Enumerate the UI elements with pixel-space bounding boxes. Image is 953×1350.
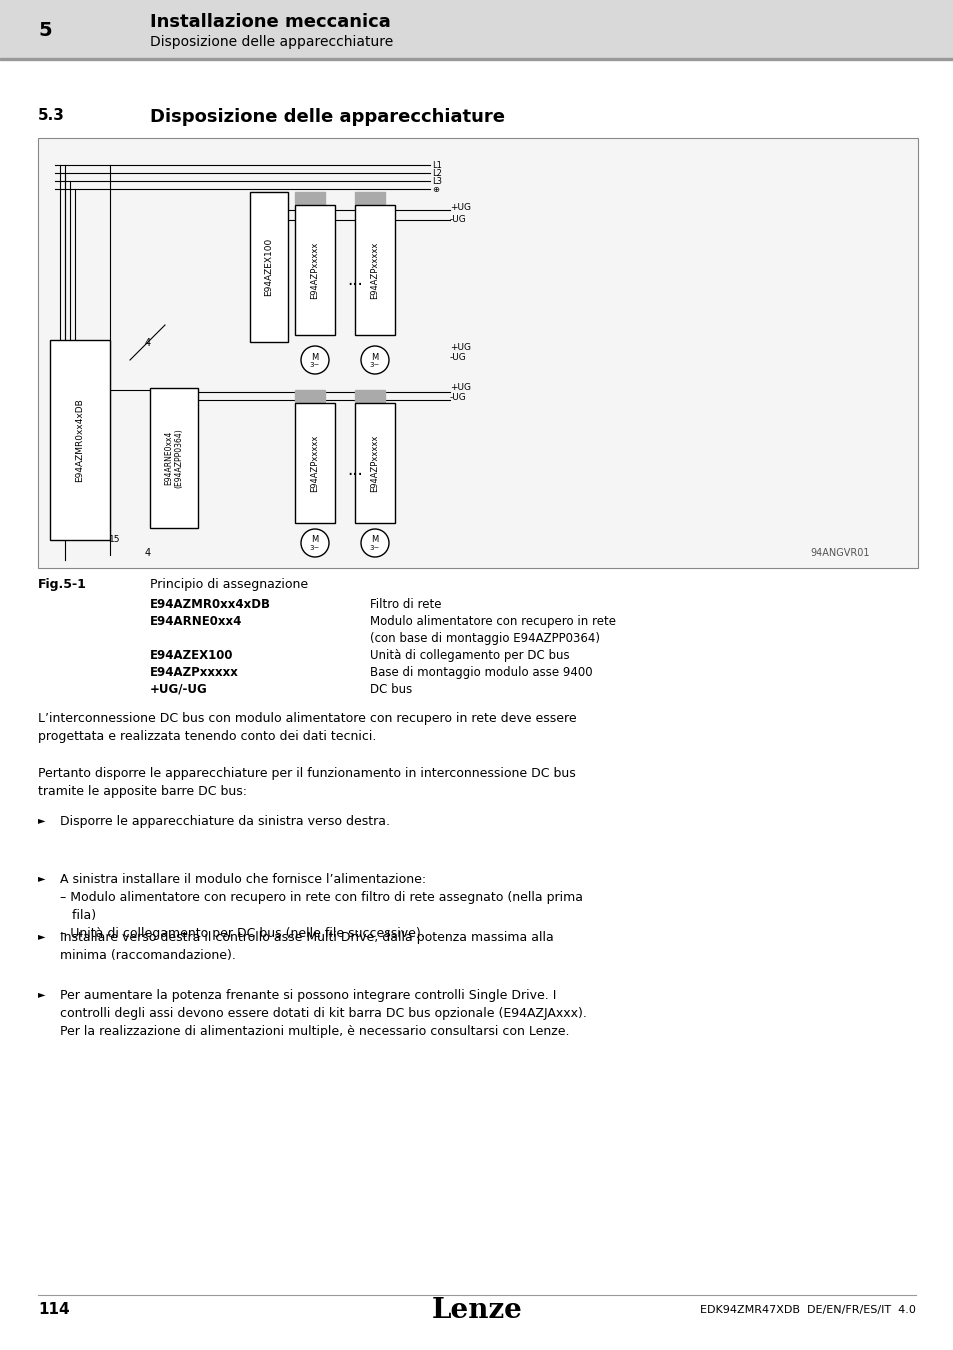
Text: DC bus: DC bus — [370, 683, 412, 697]
Text: Per aumentare la potenza frenante si possono integrare controlli Single Drive. I: Per aumentare la potenza frenante si pos… — [60, 990, 586, 1038]
Text: +UG: +UG — [450, 383, 471, 393]
Text: Modulo alimentatore con recupero in rete: Modulo alimentatore con recupero in rete — [370, 616, 616, 628]
Bar — [294, 404, 335, 522]
Text: (con base di montaggio E94AZPP0364): (con base di montaggio E94AZPP0364) — [370, 632, 599, 645]
Text: E94AZEX100: E94AZEX100 — [264, 238, 274, 296]
Text: M: M — [371, 536, 378, 544]
Text: E94AZEX100: E94AZEX100 — [150, 649, 233, 662]
Text: E94AZPxxxxx: E94AZPxxxxx — [310, 242, 319, 298]
Text: 3~: 3~ — [370, 362, 380, 369]
Text: 4: 4 — [145, 548, 151, 558]
Text: E94ARNE0xx4: E94ARNE0xx4 — [150, 616, 242, 628]
Text: ►: ► — [38, 931, 46, 941]
Text: 5: 5 — [38, 20, 51, 39]
Text: E94AZMR0xx4xDB: E94AZMR0xx4xDB — [75, 398, 85, 482]
Text: E94AZPxxxxx: E94AZPxxxxx — [370, 435, 379, 491]
Text: 114: 114 — [38, 1303, 70, 1318]
Text: L1: L1 — [432, 161, 441, 170]
Text: L’interconnessione DC bus con modulo alimentatore con recupero in rete deve esse: L’interconnessione DC bus con modulo ali… — [38, 711, 576, 743]
Bar — [294, 390, 325, 402]
Text: EDK94ZMR47XDB  DE/EN/FR/ES/IT  4.0: EDK94ZMR47XDB DE/EN/FR/ES/IT 4.0 — [700, 1305, 915, 1315]
Text: E94AZPxxxxx: E94AZPxxxxx — [150, 666, 238, 679]
Text: +UG: +UG — [450, 343, 471, 352]
Text: Installazione meccanica: Installazione meccanica — [150, 14, 391, 31]
Text: Installare verso destra il controllo asse Multi Drive, dalla potenza massima all: Installare verso destra il controllo ass… — [60, 931, 553, 963]
Text: M: M — [371, 352, 378, 362]
Text: L2: L2 — [432, 169, 441, 177]
Bar — [355, 404, 395, 522]
Text: ►: ► — [38, 873, 46, 883]
Text: Lenze: Lenze — [431, 1296, 522, 1323]
Bar — [294, 192, 325, 204]
Text: Disposizione delle apparecchiature: Disposizione delle apparecchiature — [150, 108, 504, 126]
Text: ⊕: ⊕ — [432, 185, 438, 193]
Bar — [0, 0, 953, 58]
Text: E94AZMR0xx4xDB: E94AZMR0xx4xDB — [150, 598, 271, 612]
Text: E94AZPxxxxx: E94AZPxxxxx — [370, 242, 379, 298]
Text: +UG: +UG — [450, 204, 471, 212]
Bar — [50, 340, 110, 540]
Text: M: M — [311, 352, 318, 362]
Text: 3~: 3~ — [310, 545, 320, 551]
Text: Fig.5-1: Fig.5-1 — [38, 578, 87, 591]
Text: ...: ... — [347, 271, 362, 289]
Bar — [355, 205, 395, 335]
Bar — [250, 192, 288, 342]
Text: ►: ► — [38, 815, 46, 825]
Text: Filtro di rete: Filtro di rete — [370, 598, 441, 612]
Text: Unità di collegamento per DC bus: Unità di collegamento per DC bus — [370, 649, 569, 662]
Text: ►: ► — [38, 990, 46, 999]
Text: Base di montaggio modulo asse 9400: Base di montaggio modulo asse 9400 — [370, 666, 592, 679]
Bar — [355, 390, 385, 402]
Text: Disposizione delle apparecchiature: Disposizione delle apparecchiature — [150, 35, 393, 49]
Text: 94ANGVR01: 94ANGVR01 — [810, 548, 869, 558]
Text: 4: 4 — [145, 338, 151, 348]
Bar — [0, 58, 953, 59]
Circle shape — [360, 529, 389, 558]
Text: E94AZPxxxxx: E94AZPxxxxx — [310, 435, 319, 491]
Text: E94ARNE0xx4
(E94AZPP0364): E94ARNE0xx4 (E94AZPP0364) — [164, 428, 184, 487]
Text: -UG: -UG — [450, 393, 466, 402]
Bar — [38, 138, 917, 568]
Text: -UG: -UG — [450, 216, 466, 224]
Text: Disporre le apparecchiature da sinistra verso destra.: Disporre le apparecchiature da sinistra … — [60, 815, 390, 828]
Text: A sinistra installare il modulo che fornisce l’alimentazione:
– Modulo alimentat: A sinistra installare il modulo che forn… — [60, 873, 582, 940]
Bar — [150, 387, 198, 528]
Text: 15: 15 — [110, 536, 121, 544]
Text: L3: L3 — [432, 177, 441, 185]
Circle shape — [301, 346, 329, 374]
Text: M: M — [311, 536, 318, 544]
Text: ...: ... — [347, 460, 362, 479]
Text: 3~: 3~ — [370, 545, 380, 551]
Text: Pertanto disporre le apparecchiature per il funzionamento in interconnessione DC: Pertanto disporre le apparecchiature per… — [38, 767, 576, 798]
Text: -UG: -UG — [450, 354, 466, 363]
Text: +UG/-UG: +UG/-UG — [150, 683, 208, 697]
Text: 3~: 3~ — [310, 362, 320, 369]
Bar — [355, 192, 385, 204]
Bar — [294, 205, 335, 335]
Circle shape — [301, 529, 329, 558]
Text: Principio di assegnazione: Principio di assegnazione — [150, 578, 308, 591]
Text: 5.3: 5.3 — [38, 108, 65, 123]
Circle shape — [360, 346, 389, 374]
